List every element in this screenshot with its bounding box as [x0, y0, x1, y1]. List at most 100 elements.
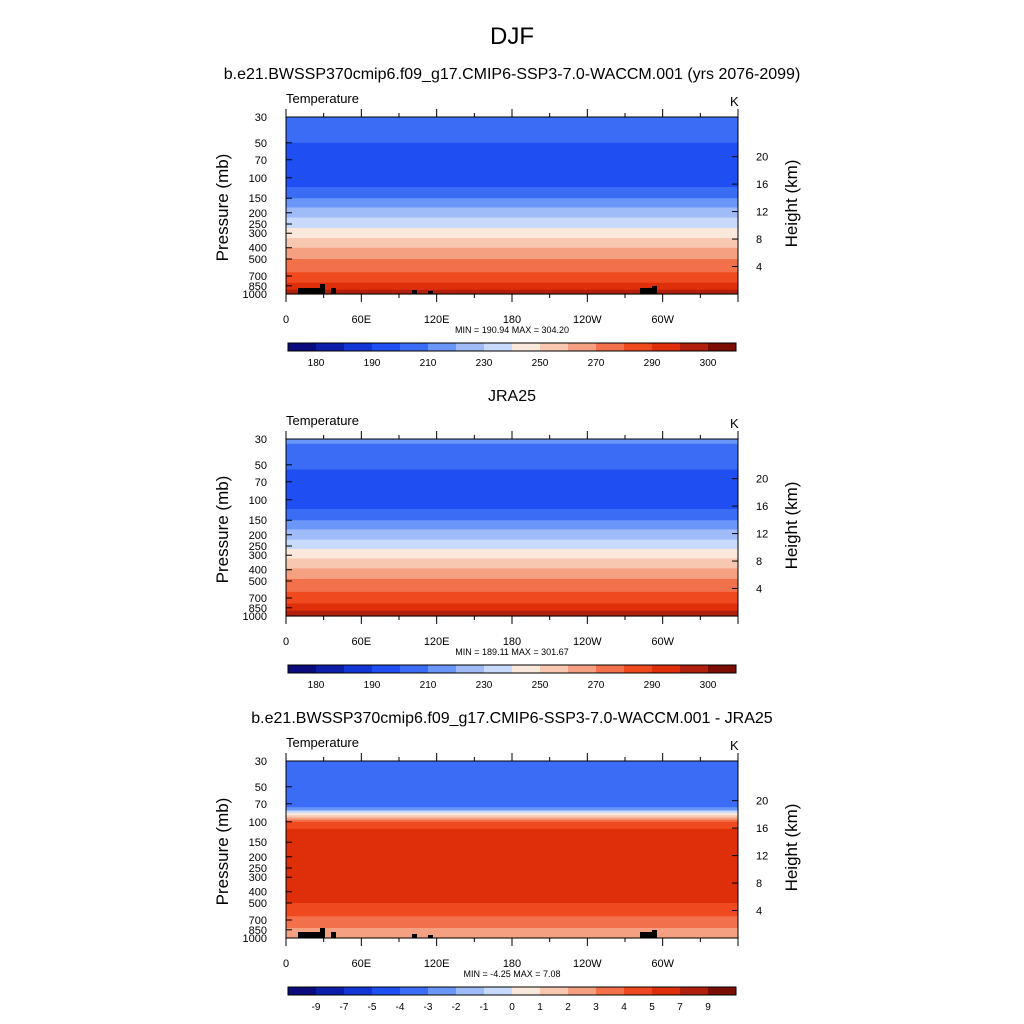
panel-title: b.e21.BWSSP370cmip6.f09_g17.CMIP6-SSP3-7… — [251, 710, 773, 727]
y-tick-label: 250 — [249, 219, 267, 231]
height-tick-label: 8 — [756, 234, 762, 246]
y-tick-label: 200 — [249, 530, 267, 542]
topography — [412, 934, 417, 938]
colorbar-swatch — [680, 343, 709, 351]
contour-band — [286, 812, 738, 816]
contour-band — [286, 916, 738, 929]
colorbar-swatch — [400, 987, 429, 995]
y-tick-label: 70 — [255, 799, 267, 811]
contour-band — [286, 578, 738, 593]
topography — [298, 288, 320, 294]
y-tick-label: 400 — [249, 243, 267, 255]
panel-title: JRA25 — [488, 388, 536, 405]
colorbar-swatch — [484, 987, 513, 995]
x-tick-label: 120W — [573, 958, 602, 970]
contour-band — [286, 186, 738, 199]
colorbar-swatch — [512, 987, 541, 995]
height-tick-label: 8 — [756, 556, 762, 568]
y-tick-label: 100 — [249, 817, 267, 829]
unit-label: K — [730, 416, 739, 431]
y-tick-label: 1000 — [243, 611, 267, 623]
x-tick-label: 0 — [283, 314, 289, 326]
y-axis-label: Pressure (mb) — [213, 154, 232, 262]
y-tick-label: 100 — [249, 173, 267, 185]
contour-band — [286, 603, 738, 612]
colorbar-swatch — [596, 343, 625, 351]
contour-band — [286, 439, 738, 445]
colorbar-label: 5 — [649, 1002, 655, 1013]
y-tick-label: 500 — [249, 254, 267, 266]
y-tick-label: 200 — [249, 208, 267, 220]
colorbar-swatch — [372, 987, 401, 995]
y-tick-label: 300 — [249, 550, 267, 562]
colorbar-swatch — [288, 665, 317, 673]
topography — [428, 291, 433, 294]
x-tick-label: 60E — [352, 314, 372, 326]
colorbar-swatch — [400, 665, 429, 673]
colorbar-swatch — [372, 665, 401, 673]
y-tick-label: 50 — [255, 460, 267, 472]
x-tick-label: 60W — [651, 314, 674, 326]
colorbar-swatch — [344, 343, 373, 351]
colorbar-label: -5 — [368, 1002, 377, 1013]
colorbar-label: 250 — [532, 680, 549, 691]
colorbar-frame — [287, 664, 737, 674]
colorbar-swatch — [484, 665, 513, 673]
height-tick-label: 12 — [756, 529, 768, 541]
colorbar-swatch — [652, 665, 681, 673]
y-tick-label: 500 — [249, 898, 267, 910]
chart-panel-3: b.e21.BWSSP370cmip6.f09_g17.CMIP6-SSP3-7… — [213, 710, 801, 1013]
colorbar-label: 3 — [593, 1002, 599, 1013]
colorbar-swatch — [708, 665, 737, 673]
height-tick-label: 16 — [756, 823, 768, 835]
contour-band — [286, 761, 738, 808]
field-label: Temperature — [286, 413, 359, 428]
contour-band — [286, 131, 738, 144]
colorbar-swatch — [316, 987, 345, 995]
colorbar-swatch — [316, 343, 345, 351]
colorbar-swatch — [624, 343, 653, 351]
contour-band — [286, 217, 738, 229]
y-tick-label: 400 — [249, 565, 267, 577]
colorbar-label: 0 — [509, 1002, 515, 1013]
y-axis-right-label: Height (km) — [782, 160, 801, 248]
x-tick-label: 120E — [424, 314, 450, 326]
y-tick-label: 700 — [249, 915, 267, 927]
topography — [428, 935, 433, 938]
colorbar-label: 230 — [476, 680, 493, 691]
y-tick-label: 30 — [255, 756, 267, 768]
colorbar-swatch — [456, 987, 485, 995]
colorbar-swatch — [624, 987, 653, 995]
colorbar-swatch — [456, 665, 485, 673]
y-tick-label: 1000 — [243, 933, 267, 945]
height-tick-label: 4 — [756, 906, 762, 918]
colorbar-label: 250 — [532, 358, 549, 369]
colorbar-swatch — [456, 343, 485, 351]
contour-band — [286, 828, 738, 904]
height-tick-label: 12 — [756, 207, 768, 219]
contour-band — [286, 817, 738, 821]
colorbar-swatch — [540, 987, 569, 995]
y-tick-label: 250 — [249, 863, 267, 875]
contour-band — [286, 807, 738, 812]
topography — [320, 928, 325, 938]
colorbar-swatch — [680, 665, 709, 673]
x-tick-label: 120E — [424, 958, 450, 970]
y-tick-label: 70 — [255, 155, 267, 167]
colorbar-swatch — [652, 987, 681, 995]
colorbar-label: 270 — [588, 358, 605, 369]
height-tick-label: 4 — [756, 584, 762, 596]
x-tick-label: 60W — [651, 958, 674, 970]
topography — [320, 284, 325, 294]
colorbar-swatch — [316, 665, 345, 673]
colorbar-swatch — [652, 343, 681, 351]
colorbar-swatch — [568, 987, 597, 995]
y-tick-label: 850 — [249, 603, 267, 615]
contour-band — [286, 819, 738, 823]
y-tick-label: 850 — [249, 925, 267, 937]
y-tick-label: 70 — [255, 477, 267, 489]
colorbar-label: 7 — [677, 1002, 683, 1013]
colorbar-swatch — [708, 343, 737, 351]
